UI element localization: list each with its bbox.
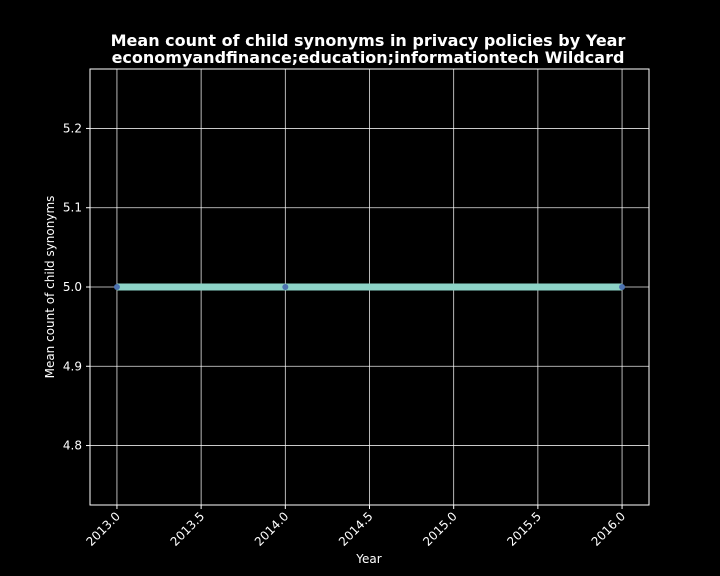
data-point [282,284,289,290]
plot-frame [89,68,650,506]
x-tick-label: 2014.0 [252,509,292,549]
y-tick-label: 4.8 [63,439,82,453]
x-tick-label: 2015.0 [420,509,460,549]
y-tick-label: 5.1 [63,201,82,215]
y-tick-label: 4.9 [63,359,82,373]
chart-title: Mean count of child synonyms in privacy … [111,31,626,50]
data-point [113,284,120,290]
x-tick-label: 2013.0 [83,509,123,549]
x-tick-label: 2013.5 [168,509,208,549]
x-axis-label: Year [355,552,381,566]
y-axis-label: Mean count of child synonyms [43,196,57,379]
y-tick-label: 5.0 [63,280,82,294]
chart-subtitle: economyandfinance;education;informationt… [112,48,625,67]
x-tick-label: 2016.0 [589,509,629,549]
x-tick-label: 2014.5 [336,509,376,549]
x-tick-label: 2015.5 [504,509,544,549]
data-point [619,284,626,290]
y-tick-label: 5.2 [63,121,82,135]
axis-ticks: 2013.0 2013.5 2014.0 2014.5 2015.0 2015.5 2016… [63,121,628,548]
plot-series [113,283,626,291]
